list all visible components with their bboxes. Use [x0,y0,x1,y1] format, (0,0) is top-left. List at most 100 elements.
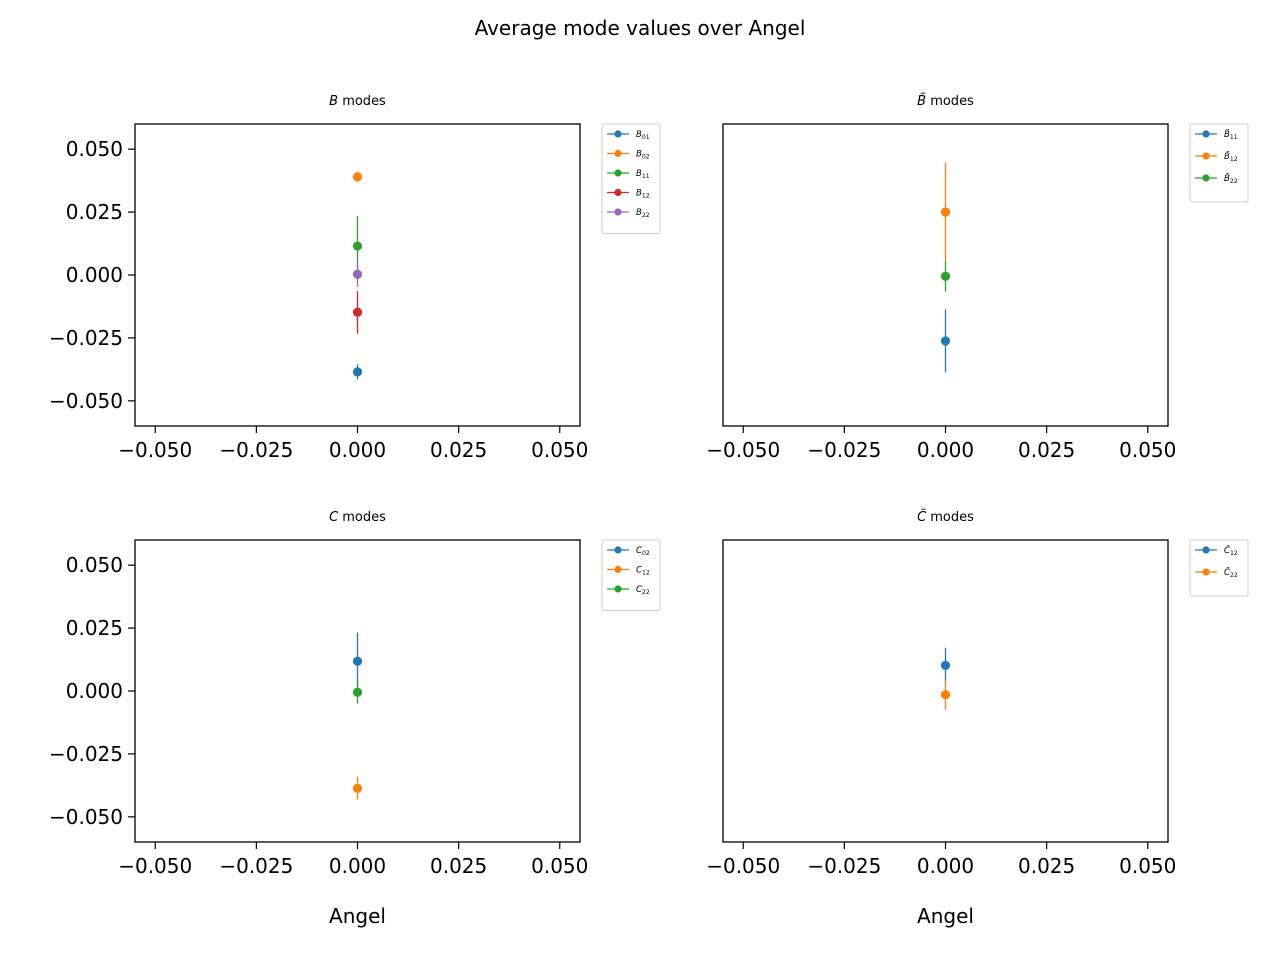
data-point-22 [940,690,951,700]
panel-title-rest: modes [338,94,386,109]
legend-marker [1202,152,1210,160]
chart-panel-b-modes: B modes −0.050 −0.025 0.000 0.025 0.050 0.050 0… [49,94,661,462]
x-tick-label: 0.025 [430,438,487,462]
data-point-11 [352,241,363,251]
legend-box [1189,123,1249,203]
data-point-01 [352,367,363,377]
legend-label-symbol: C [636,546,642,556]
legend: C̃12C̃22 [1189,539,1249,597]
legend-label-subscript: 12 [1230,156,1238,163]
legend-label-subscript: 22 [642,212,650,219]
legend-label-symbol: C [636,585,642,595]
x-tick-label: 0.000 [329,438,386,462]
data-point-22 [352,687,363,697]
x-tick-label: 0.000 [917,854,974,878]
legend-label-symbol: C̃ [1224,544,1231,556]
legend-label: C12 [636,566,650,577]
legend: B̃11B̃12B̃22 [1189,123,1249,203]
legend-label: B11 [636,169,650,180]
figure-title: Average mode values over Angel [474,16,806,40]
legend-label-symbol: B [636,189,642,199]
legend-label-subscript: 12 [642,193,650,200]
legend-box [601,123,661,234]
legend-marker [614,208,622,216]
legend-marker [1202,130,1210,138]
y-tick-label: −0.050 [49,805,123,829]
legend-label: B22 [636,208,650,219]
x-tick-label: 0.000 [917,438,974,462]
panel-title-symbol: B [329,94,338,109]
y-tick-label: −0.025 [49,742,123,766]
panel-title-rest: modes [926,94,974,109]
y-tick-label: 0.000 [66,679,123,703]
x-tick-label: 0.000 [329,854,386,878]
legend-label: B01 [636,130,650,141]
legend-marker [1202,546,1210,554]
legend-label-symbol: C̃ [1224,566,1231,578]
y-tick-label: 0.050 [66,137,123,161]
y-tick-label: 0.025 [66,616,123,640]
data-point-11 [940,336,951,346]
x-tick-label: −0.050 [118,854,192,878]
legend-box [1189,539,1249,597]
legend-label: C22 [636,585,650,596]
x-tick-label: 0.025 [1018,438,1075,462]
legend-label-subscript: 11 [1230,134,1238,141]
legend-marker [614,585,622,593]
legend-label: B̃11 [1224,128,1238,141]
chart-panel-b-tilde-modes: B̃ modes−0.050 −0.025 0.000 0.025 0.050B̃11B… [706,94,1249,462]
legend-marker [614,546,622,554]
y-tick-label: −0.025 [49,326,123,350]
data-point-12 [352,307,363,317]
x-tick-label: −0.025 [219,854,293,878]
panel-title: C̃ modes [917,510,974,525]
x-tick-label: 0.025 [1018,854,1075,878]
y-tick-label: 0.050 [66,553,123,577]
panel-title: C modes [329,510,386,525]
legend-label-symbol: B [636,208,642,218]
data-point-02 [352,656,363,666]
legend-label: B̃22 [1224,172,1238,185]
legend-label: B̃12 [1224,150,1238,163]
x-axis-label: Angel [917,904,974,928]
legend-label: B12 [636,189,650,200]
data-point-22 [352,269,363,279]
legend-marker [614,188,622,197]
legend-label-symbol: C [636,566,642,576]
legend-label: C̃12 [1224,544,1238,557]
x-tick-label: −0.050 [118,438,192,462]
legend-marker [614,149,622,158]
legend-label: C02 [636,546,650,557]
panel-title: B modes [329,94,386,109]
y-tick-label: 0.025 [66,200,123,224]
data-point-12 [940,660,951,670]
legend-label: B02 [636,150,650,161]
x-tick-label: −0.025 [807,854,881,878]
legend-label-subscript: 01 [642,134,650,141]
x-axis-label: Angel [329,904,386,928]
chart-panel-c-modes: C modes −0.050 −0.025 0.000 0.025 0.050 0.050 0… [49,510,661,928]
legend-label-symbol: B [636,169,642,179]
y-tick-label: −0.050 [49,389,123,413]
data-point-12 [352,783,363,793]
panel-title: B̃ modes [917,94,974,109]
chart-panel-c-tilde-modes: C̃ modes −0.050 −0.025 0.000 0.025 0.050 Angel… [706,510,1249,928]
legend-label: C̃22 [1224,566,1238,579]
x-tick-label: 0.050 [531,438,588,462]
legend-label-subscript: 02 [642,154,650,161]
panel-title-symbol: C [329,510,339,525]
y-tick-label: 0.000 [66,263,123,287]
legend-marker [1202,174,1210,182]
legend-label-subscript: 12 [1230,550,1238,557]
legend-label-subscript: 22 [642,589,650,596]
legend-label-subscript: 11 [642,173,650,180]
data-point-02 [352,172,363,182]
legend-label-subscript: 02 [642,550,650,557]
panel-title-symbol: B̃ [917,94,926,109]
legend-label-symbol: B [636,150,642,160]
legend-marker [614,565,622,574]
legend-label-symbol: B̃ [1224,128,1230,140]
